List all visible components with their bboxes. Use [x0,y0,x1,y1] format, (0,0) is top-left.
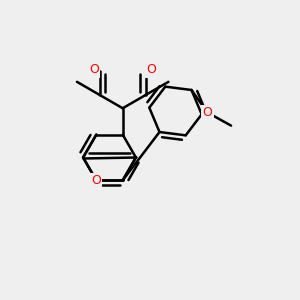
Text: O: O [89,63,99,76]
Text: O: O [92,174,101,187]
Text: O: O [147,63,157,76]
Text: O: O [202,106,212,119]
